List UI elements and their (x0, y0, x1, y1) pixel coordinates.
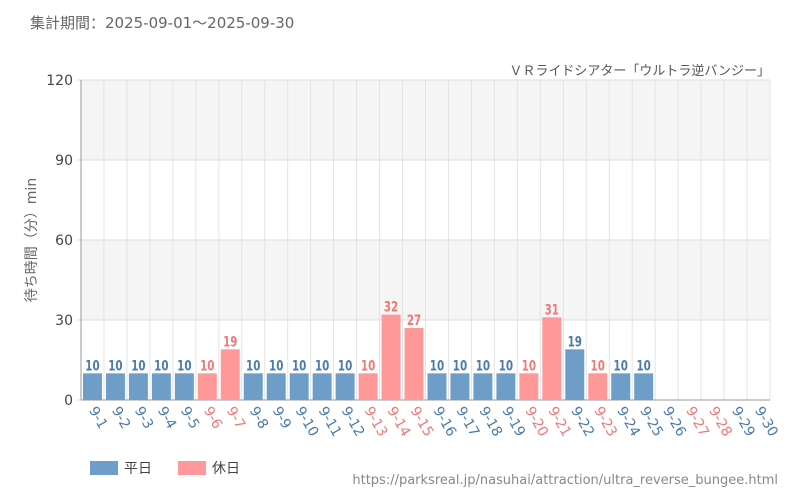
chart-title: ＶＲライドシアター「ウルトラ逆バンジー」 (509, 64, 770, 79)
data-label-9-10: 10 (292, 358, 306, 374)
x-tick-label-9-28: 9-28 (705, 404, 735, 440)
y-axis-label: 待ち時間（分）min (24, 178, 40, 302)
bar-9-12 (335, 373, 355, 400)
collection-period: 集計期間：2025-09-01～2025-09-30 (30, 14, 295, 32)
legend-item-holiday: 休日 (178, 458, 240, 478)
data-label-9-11: 10 (315, 358, 329, 374)
x-tick-label-9-15: 9-15 (407, 404, 437, 440)
x-tick-label-9-26: 9-26 (659, 404, 689, 440)
bar-9-16 (427, 373, 447, 400)
bar-9-17 (450, 373, 470, 400)
data-label-9-9: 10 (269, 358, 283, 374)
bar-9-24 (611, 373, 631, 400)
data-label-9-15: 27 (407, 313, 421, 329)
legend-item-weekday: 平日 (90, 458, 152, 478)
bar-9-13 (358, 373, 378, 400)
legend-swatch-weekday (90, 461, 118, 475)
bar-9-3 (128, 373, 148, 400)
data-label-9-7: 19 (223, 334, 237, 350)
y-tick-label: 120 (46, 73, 73, 89)
x-tick-label-9-20: 9-20 (521, 404, 551, 440)
legend-swatch-holiday (178, 461, 206, 475)
x-tick-label-9-1: 9-1 (85, 404, 110, 432)
bar-9-14 (381, 314, 401, 400)
bar-9-9 (266, 373, 286, 400)
x-tick-label-9-21: 9-21 (544, 404, 574, 440)
x-tick-label-9-13: 9-13 (361, 404, 391, 440)
x-tick-label-9-4: 9-4 (154, 404, 179, 432)
y-tick-label: 0 (64, 393, 73, 409)
bar-9-4 (151, 373, 171, 400)
x-tick-label-9-7: 9-7 (223, 404, 248, 432)
x-tick-label-9-10: 9-10 (292, 404, 322, 440)
bar-9-7 (220, 349, 240, 400)
legend-label-holiday: 休日 (212, 461, 240, 477)
data-label-9-14: 32 (384, 300, 398, 316)
x-tick-label-9-3: 9-3 (131, 404, 156, 432)
x-tick-label-9-25: 9-25 (636, 404, 666, 440)
bar-9-6 (197, 373, 217, 400)
x-tick-label-9-8: 9-8 (246, 404, 271, 432)
data-label-9-23: 10 (591, 358, 605, 374)
data-label-9-1: 10 (85, 358, 99, 374)
data-label-9-6: 10 (200, 358, 214, 374)
bar-9-10 (289, 373, 309, 400)
y-tick-label: 30 (55, 313, 73, 329)
x-tick-label-9-16: 9-16 (430, 404, 460, 440)
x-tick-label-9-17: 9-17 (452, 404, 482, 440)
legend-label-weekday: 平日 (124, 461, 152, 477)
x-tick-label-9-14: 9-14 (384, 404, 414, 440)
data-label-9-16: 10 (430, 358, 444, 374)
legend: 平日 休日 (90, 458, 240, 478)
data-label-9-13: 10 (361, 358, 375, 374)
x-tick-label-9-2: 9-2 (108, 404, 133, 432)
bar-9-15 (404, 328, 424, 400)
data-label-9-25: 10 (636, 358, 650, 374)
x-tick-label-9-27: 9-27 (682, 404, 712, 440)
bar-9-1 (83, 373, 102, 400)
x-tick-label-9-5: 9-5 (177, 404, 202, 432)
data-label-9-21: 31 (545, 302, 559, 318)
data-label-9-3: 10 (131, 358, 145, 374)
bar-9-23 (588, 373, 608, 400)
data-label-9-17: 10 (453, 358, 467, 374)
y-tick-label: 60 (55, 233, 73, 249)
x-tick-label-9-23: 9-23 (590, 404, 620, 440)
x-tick-label-9-9: 9-9 (269, 404, 294, 432)
x-tick-label-9-30: 9-30 (751, 404, 781, 440)
x-tick-label-9-29: 9-29 (728, 404, 758, 440)
bar-9-5 (174, 373, 194, 400)
data-label-9-20: 10 (522, 358, 536, 374)
data-label-9-4: 10 (154, 358, 168, 374)
bar-9-11 (312, 373, 332, 400)
y-tick-label: 90 (55, 153, 73, 169)
data-label-9-5: 10 (177, 358, 191, 374)
x-tick-label-9-11: 9-11 (315, 404, 345, 440)
bar-9-19 (496, 373, 516, 400)
data-label-9-12: 10 (338, 358, 352, 374)
data-label-9-19: 10 (499, 358, 513, 374)
data-label-9-24: 10 (614, 358, 628, 374)
x-tick-label-9-6: 9-6 (200, 404, 225, 432)
bar-9-8 (243, 373, 263, 400)
x-tick-label-9-19: 9-19 (498, 404, 528, 440)
bar-9-2 (105, 373, 125, 400)
x-tick-label-9-18: 9-18 (475, 404, 505, 440)
bar-9-25 (634, 373, 654, 400)
bar-9-22 (565, 349, 585, 400)
data-label-9-18: 10 (476, 358, 490, 374)
bar-9-20 (519, 373, 539, 400)
data-label-9-22: 19 (568, 334, 582, 350)
data-label-9-8: 10 (246, 358, 260, 374)
x-tick-label-9-24: 9-24 (613, 404, 643, 440)
bar-9-18 (473, 373, 493, 400)
source-url[interactable]: https://parksreal.jp/nasuhai/attraction/… (352, 473, 778, 488)
x-tick-label-9-12: 9-12 (338, 404, 368, 440)
data-label-9-2: 10 (108, 358, 122, 374)
x-tick-label-9-22: 9-22 (567, 404, 597, 440)
bar-9-21 (542, 317, 562, 400)
